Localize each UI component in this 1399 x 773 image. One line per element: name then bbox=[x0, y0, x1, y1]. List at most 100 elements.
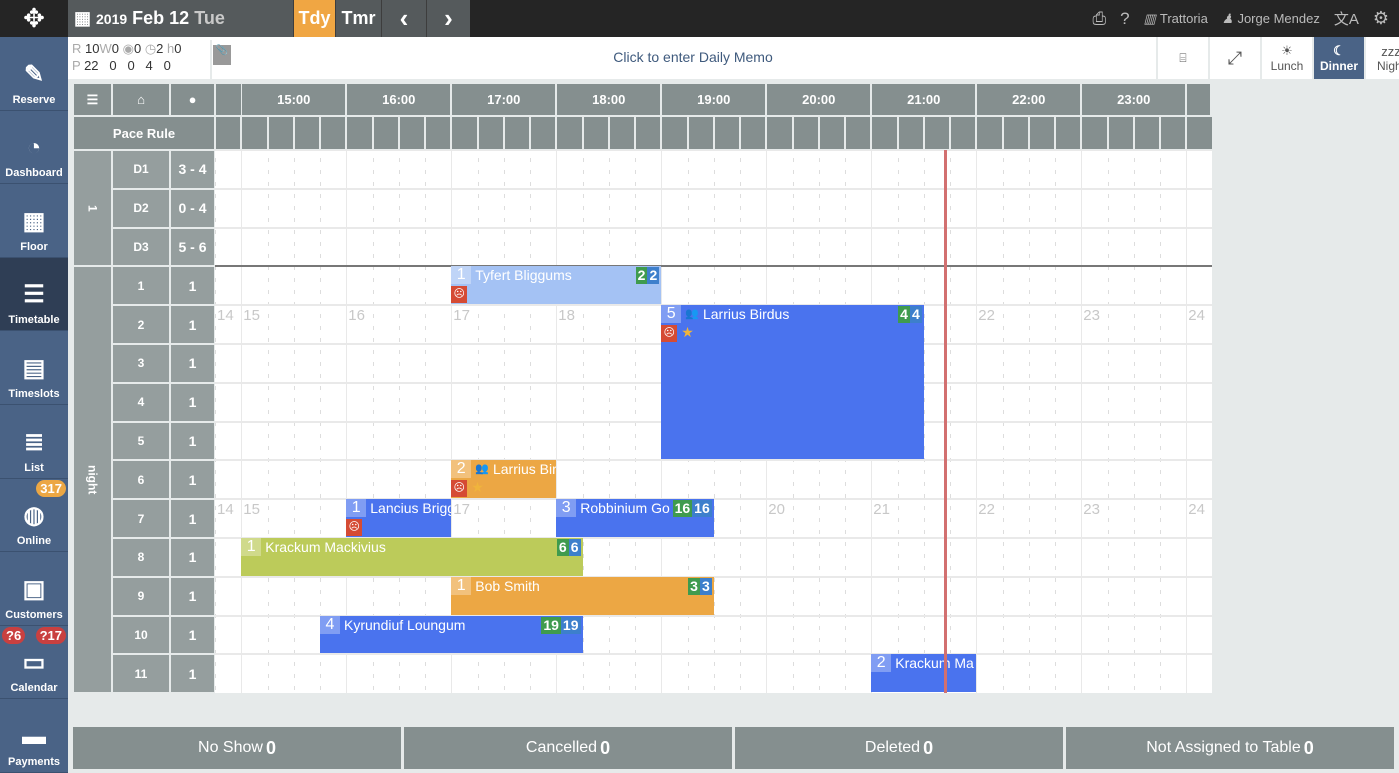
quarter-slot bbox=[398, 116, 425, 150]
sidebar-item-payments[interactable]: ▬ Payments bbox=[0, 699, 68, 773]
reservation-header: 1 Krackum Mackivius 6 6 bbox=[241, 538, 582, 557]
reservation-block[interactable]: 3 Robbinium Go 16 16 bbox=[556, 499, 714, 537]
sidebar-item-calendar[interactable]: ▭ Calendar ?6 ?17 bbox=[0, 626, 68, 700]
table-label[interactable]: D1 bbox=[112, 150, 170, 189]
reservation-block[interactable]: 1 Bob Smith 3 3 bbox=[451, 576, 714, 615]
pace-value: 1 bbox=[170, 576, 215, 616]
table-label[interactable]: 2 bbox=[112, 305, 170, 344]
reservation-block[interactable]: 1 Krackum Mackivius 6 6 bbox=[241, 538, 583, 576]
table-label[interactable]: 11 bbox=[112, 654, 170, 694]
badge-green: 4 bbox=[898, 306, 910, 324]
footer-label: Deleted bbox=[864, 739, 921, 756]
status-bar: Click to enter Daily Memo R 10W0 ◉0 ◷2 h… bbox=[68, 37, 1399, 79]
memo-clip-icon[interactable]: 📎 bbox=[213, 45, 231, 65]
reservation-block[interactable]: 1 Tyfert Bliggums 2 2 ☹ bbox=[451, 266, 662, 305]
table-label[interactable]: 3 bbox=[112, 344, 170, 383]
expand-icon[interactable]: ⤢ bbox=[1208, 37, 1260, 79]
sidebar-item-dashboard[interactable]: ◔ Dashboard bbox=[0, 111, 68, 185]
reservation-block[interactable]: 2 👥 Larrius Bir ☹ ★ bbox=[451, 460, 557, 499]
table-label[interactable]: 10 bbox=[112, 615, 170, 655]
restaurant-selector[interactable]: ▥ Trattoria bbox=[1144, 11, 1208, 27]
time-header-15:00: 15:00 bbox=[241, 83, 347, 116]
today-button[interactable]: Tdy bbox=[293, 0, 335, 37]
daily-memo-button[interactable]: Click to enter Daily Memo bbox=[613, 49, 773, 65]
reservation-block[interactable]: 4 Kyrundiuf Loungum 19 19 bbox=[320, 615, 583, 654]
pace-value: 1 bbox=[170, 615, 215, 655]
user-menu[interactable]: ♟ Jorge Mendez bbox=[1222, 11, 1320, 27]
timeline-body[interactable]: 14 15 16 17 18 22 23 24 14 15 17 20 21 22 23 24 1 Tyfert … bbox=[215, 150, 1212, 693]
store-icon: ▥ bbox=[1143, 10, 1156, 26]
row-line bbox=[215, 226, 1212, 229]
layers-icon[interactable]: ☰ bbox=[73, 83, 112, 116]
table-label[interactable]: 4 bbox=[112, 382, 170, 422]
time-header-17:00: 17:00 bbox=[451, 83, 557, 116]
quarter-slot bbox=[241, 116, 268, 150]
table-label[interactable]: D2 bbox=[112, 188, 170, 228]
hour-marker: 23 bbox=[1083, 307, 1100, 325]
weekday: Tue bbox=[194, 8, 225, 28]
sidebar-item-label: List bbox=[24, 461, 44, 474]
language-icon[interactable]: 文A bbox=[1333, 11, 1359, 28]
sidebar-item-timeslots[interactable]: ▤ Timeslots bbox=[0, 331, 68, 405]
guest-name: Lancius Brigg bbox=[370, 500, 452, 517]
presentation-icon[interactable]: ⌸ bbox=[1156, 37, 1208, 79]
footer-cancelled-button[interactable]: Cancelled 0 bbox=[404, 727, 732, 769]
time-header-16:00: 16:00 bbox=[346, 83, 452, 116]
party-size: 1 bbox=[241, 538, 262, 556]
footer-not-assigned-to-table-button[interactable]: Not Assigned to Table 0 bbox=[1066, 727, 1394, 769]
print-icon[interactable]: ⎙ bbox=[1092, 8, 1107, 28]
table-label[interactable]: 8 bbox=[112, 538, 170, 577]
prev-day-button[interactable]: ‹ bbox=[381, 0, 426, 37]
quarter-slot bbox=[1133, 116, 1160, 150]
footer-label: No Show bbox=[198, 739, 263, 756]
sidebar-item-online[interactable]: ◍ Online 317 bbox=[0, 479, 68, 553]
tomorrow-button[interactable]: Tmr bbox=[335, 0, 381, 37]
quarter-slot bbox=[477, 116, 504, 150]
table-label[interactable]: 7 bbox=[112, 499, 170, 538]
settings-gear-icon[interactable]: ⚙ bbox=[1372, 8, 1389, 28]
sidebar-item-reserve[interactable]: ✎ Reserve bbox=[0, 37, 68, 111]
sidebar-item-label: Dashboard bbox=[5, 167, 63, 180]
party-size: 1 bbox=[451, 576, 472, 595]
calendar-icon: ▭ bbox=[22, 649, 46, 677]
app-logo-icon[interactable]: ✥ bbox=[23, 3, 45, 33]
pace-value: 1 bbox=[170, 654, 215, 694]
reservation-block[interactable]: 1 Lancius Brigg ☹ bbox=[346, 499, 452, 537]
badge-blue: 2 bbox=[647, 267, 660, 285]
sidebar-item-customers[interactable]: ▣ Customers bbox=[0, 552, 68, 626]
reservation-block[interactable]: 5 👥 Larrius Birdus 4 4 ☹ ★ bbox=[661, 305, 924, 460]
table-label[interactable]: D3 bbox=[112, 227, 170, 267]
sidebar-item-timetable[interactable]: ☰ Timetable bbox=[0, 257, 68, 332]
shift-lunch-button[interactable]: ☀ Lunch bbox=[1260, 37, 1312, 79]
table-label[interactable]: 6 bbox=[112, 460, 170, 500]
table-label[interactable]: 9 bbox=[112, 576, 170, 616]
quarter-slot bbox=[425, 116, 452, 150]
table-icon[interactable]: ⌂ bbox=[112, 83, 170, 116]
footer-no-show-button[interactable]: No Show 0 bbox=[73, 727, 401, 769]
reservation-block[interactable]: 2 Krackum Ma bbox=[871, 654, 977, 693]
date-picker[interactable]: ▦ 2019 Feb 12 Tue bbox=[68, 0, 293, 37]
footer-deleted-button[interactable]: Deleted 0 bbox=[735, 727, 1063, 769]
table-label[interactable]: 1 bbox=[112, 266, 170, 306]
row-line bbox=[215, 150, 1212, 151]
footer-count: 0 bbox=[600, 737, 611, 758]
badge-green: 3 bbox=[688, 577, 700, 595]
quarter-slot bbox=[346, 116, 373, 150]
party-size: 5 bbox=[661, 305, 682, 324]
help-icon[interactable]: ? bbox=[1120, 8, 1130, 28]
quarter-slot bbox=[897, 116, 924, 150]
shift-night-button[interactable]: zzzNight bbox=[1364, 37, 1399, 79]
unhappy-face-icon: ☹ bbox=[451, 286, 468, 304]
sidebar-item-list[interactable]: ≣ List bbox=[0, 405, 68, 479]
shift-dinner-button[interactable]: ☾ Dinner bbox=[1312, 37, 1364, 79]
time-header-22:00: 22:00 bbox=[976, 83, 1082, 116]
current-time-line bbox=[943, 150, 947, 693]
person-icon[interactable]: ● bbox=[170, 83, 215, 116]
table-label[interactable]: 5 bbox=[112, 421, 170, 461]
hour-marker: 22 bbox=[978, 307, 995, 325]
sidebar-item-floor[interactable]: ▦ Floor bbox=[0, 184, 68, 258]
next-day-button[interactable]: › bbox=[426, 0, 470, 37]
party-size: 2 bbox=[871, 654, 892, 673]
